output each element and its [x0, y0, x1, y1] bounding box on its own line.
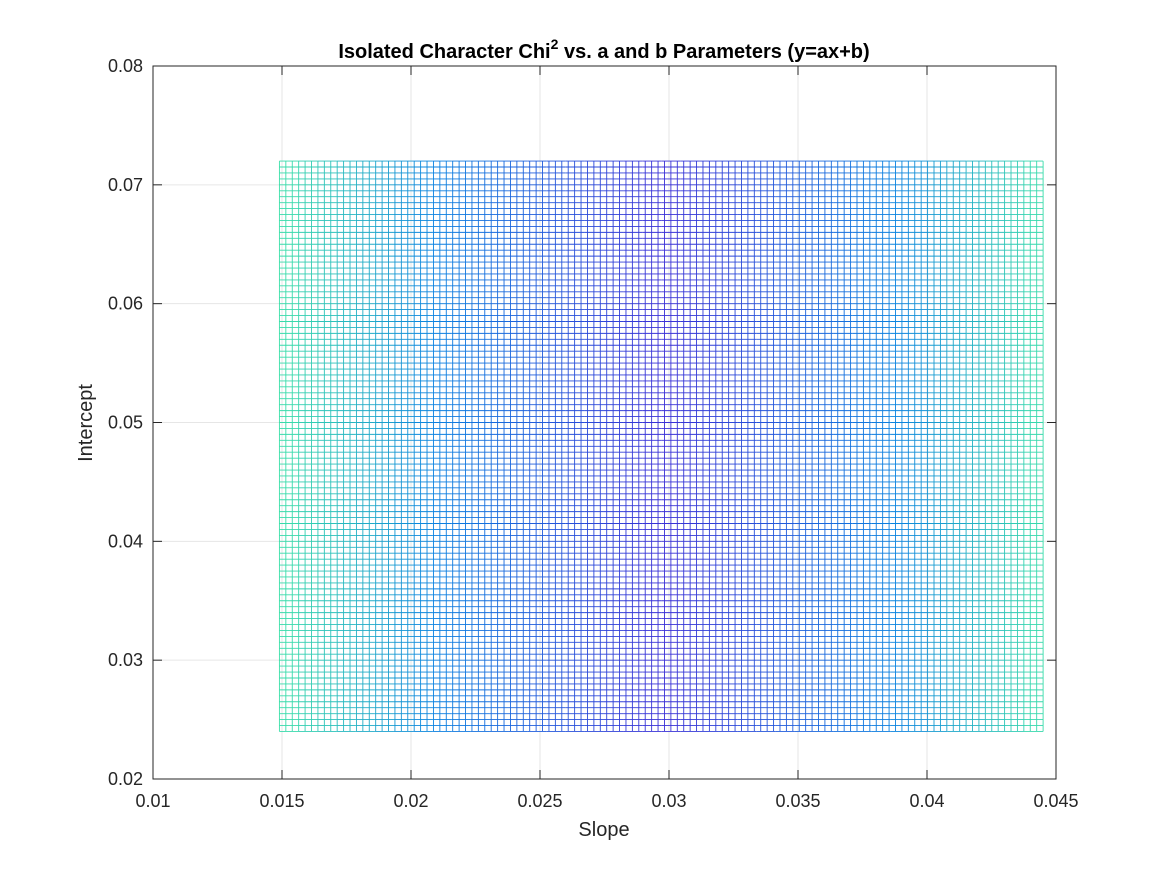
x-tick-label: 0.03: [651, 791, 686, 811]
chart-title-superscript: 2: [551, 36, 559, 52]
chart-title-suffix: vs. a and b Parameters (y=ax+b): [558, 41, 869, 63]
y-axis-label: Intercept: [75, 384, 97, 462]
y-tick-label: 0.04: [108, 531, 143, 551]
x-tick-label: 0.035: [775, 791, 820, 811]
x-tick-label: 0.025: [517, 791, 562, 811]
y-tick-label: 0.02: [108, 769, 143, 789]
y-tick-label: 0.03: [108, 650, 143, 670]
chi2-mesh-surface: [278, 160, 1044, 732]
x-tick-label: 0.02: [393, 791, 428, 811]
x-tick-label: 0.04: [909, 791, 944, 811]
y-axis-ticks: 0.02 0.03 0.04 0.05 0.06 0.07 0.08: [108, 56, 1056, 789]
chart-title: Isolated Character Chi2 vs. a and b Para…: [338, 36, 869, 63]
y-tick-label: 0.06: [108, 294, 143, 314]
x-axis-ticks: 0.01 0.015 0.02 0.025 0.03 0.035 0.04 0.045: [135, 66, 1079, 811]
x-axis-label: Slope: [578, 819, 629, 841]
y-tick-label: 0.08: [108, 56, 143, 76]
x-tick-label: 0.01: [135, 791, 170, 811]
y-tick-label: 0.05: [108, 413, 143, 433]
chart-title-prefix: Isolated Character Chi: [338, 41, 550, 63]
y-tick-label: 0.07: [108, 175, 143, 195]
x-tick-label: 0.015: [259, 791, 304, 811]
x-tick-label: 0.045: [1033, 791, 1078, 811]
